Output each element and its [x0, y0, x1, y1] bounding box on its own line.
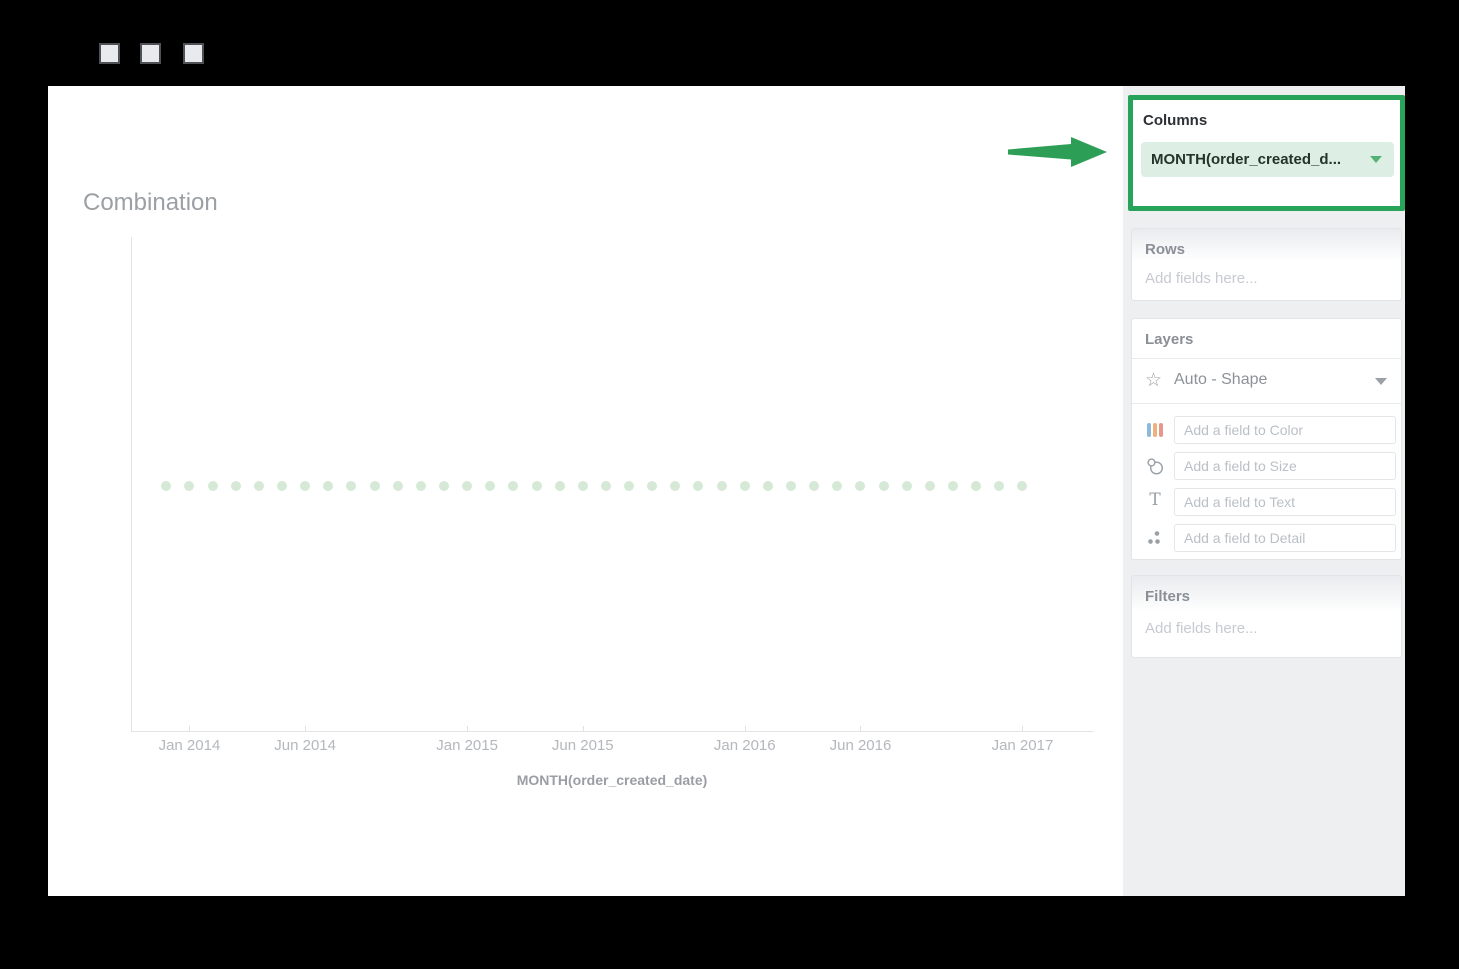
x-axis-tick-label: Jan 2016 [713, 737, 776, 754]
shape-mark[interactable] [624, 481, 635, 491]
columns-shelf-label: Columns [1143, 112, 1208, 129]
shape-mark[interactable] [300, 481, 311, 491]
shape-mark[interactable] [438, 481, 449, 491]
shape-mark[interactable] [508, 481, 519, 491]
shape-mark[interactable] [323, 481, 334, 491]
layer-selector[interactable]: ☆ Auto - Shape [1132, 359, 1401, 404]
shape-mark[interactable] [647, 481, 658, 491]
filters-shelf[interactable]: Filters Add fields here... [1131, 575, 1402, 658]
text-encoding-row: T [1132, 488, 1401, 516]
shape-mark[interactable] [739, 481, 750, 491]
layers-panel-label: Layers [1145, 331, 1194, 348]
window-button-1[interactable] [99, 43, 120, 64]
shape-mark[interactable] [184, 481, 195, 491]
shape-mark[interactable] [531, 481, 542, 491]
shape-mark[interactable] [554, 481, 565, 491]
detail-encoding-row [1132, 524, 1401, 552]
shape-mark[interactable] [230, 481, 241, 491]
sidebar: Columns MONTH(order_created_d... Rows Ad… [1123, 86, 1405, 896]
shape-mark[interactable] [253, 481, 264, 491]
rows-placeholder: Add fields here... [1145, 270, 1258, 287]
text-icon: T [1149, 490, 1161, 510]
shape-mark[interactable] [207, 481, 218, 491]
color-field-input[interactable] [1174, 416, 1396, 444]
shape-mark[interactable] [462, 481, 473, 491]
shape-mark[interactable] [901, 481, 912, 491]
shape-mark[interactable] [276, 481, 287, 491]
text-field-input[interactable] [1174, 488, 1396, 516]
x-axis-tick [467, 726, 469, 731]
shape-mark[interactable] [878, 481, 889, 491]
x-axis-tick [744, 726, 746, 731]
month-field-pill-label: MONTH(order_created_d... [1151, 151, 1342, 168]
shape-mark[interactable] [786, 481, 797, 491]
x-axis-tick [582, 726, 584, 731]
x-axis-tick-label: Jan 2014 [158, 737, 221, 754]
y-axis-line [131, 237, 132, 732]
shape-mark[interactable] [924, 481, 935, 491]
x-axis-tick [305, 726, 307, 731]
x-axis-tick [189, 726, 191, 731]
layer-chevron-down-icon[interactable] [1375, 378, 1387, 385]
columns-shelf[interactable]: Columns MONTH(order_created_d... [1128, 95, 1405, 211]
layer-selector-label: Auto - Shape [1174, 371, 1268, 388]
filters-placeholder: Add fields here... [1145, 620, 1258, 637]
shape-mark[interactable] [809, 481, 820, 491]
detail-field-input[interactable] [1174, 524, 1396, 552]
shape-mark[interactable] [600, 481, 611, 491]
shape-mark[interactable] [948, 481, 959, 491]
shape-mark[interactable] [392, 481, 403, 491]
pill-chevron-down-icon[interactable] [1370, 156, 1382, 163]
x-axis-tick-label: Jun 2014 [274, 737, 336, 754]
shape-mark[interactable] [346, 481, 357, 491]
color-encoding-row [1132, 416, 1401, 444]
shape-mark[interactable] [832, 481, 843, 491]
filters-shelf-label: Filters [1145, 588, 1191, 605]
shape-mark[interactable] [1017, 481, 1028, 491]
layers-header: Layers [1132, 319, 1401, 359]
month-field-pill[interactable]: MONTH(order_created_d... [1141, 142, 1394, 177]
shape-mark[interactable] [577, 481, 588, 491]
shape-mark[interactable] [716, 481, 727, 491]
detail-dots-icon [1148, 531, 1160, 544]
shape-mark[interactable] [855, 481, 866, 491]
x-axis-tick-label: Jan 2015 [436, 737, 498, 754]
shape-mark[interactable] [369, 481, 380, 491]
x-axis-tick-label: Jun 2016 [829, 737, 892, 754]
shape-mark[interactable] [693, 481, 704, 491]
layers-panel: Layers ☆ Auto - Shape [1131, 318, 1402, 560]
shape-mark[interactable] [415, 481, 426, 491]
shape-star-icon: ☆ [1145, 370, 1163, 391]
window-button-3[interactable] [183, 43, 204, 64]
shape-mark[interactable] [670, 481, 681, 491]
size-encoding-row [1132, 452, 1401, 480]
size-field-input[interactable] [1174, 452, 1396, 480]
shape-mark[interactable] [485, 481, 496, 491]
annotation-arrow-icon [1008, 137, 1107, 167]
shape-mark[interactable] [161, 481, 172, 491]
x-axis-tick-label: Jan 2017 [991, 737, 1054, 754]
chart-title: Combination [83, 189, 218, 216]
x-axis-tick [1022, 726, 1024, 731]
x-axis-tick [860, 726, 862, 731]
color-bars-icon [1147, 423, 1163, 437]
shape-mark[interactable] [994, 481, 1005, 491]
shape-mark[interactable] [971, 481, 982, 491]
rows-shelf[interactable]: Rows Add fields here... [1131, 228, 1402, 301]
x-axis-line [131, 731, 1093, 732]
shape-mark[interactable] [762, 481, 773, 491]
x-axis-tick-label: Jun 2015 [551, 737, 614, 754]
rows-shelf-label: Rows [1145, 241, 1186, 258]
window-button-2[interactable] [140, 43, 161, 64]
size-circles-icon [1147, 458, 1164, 475]
x-axis-title: MONTH(order_created_date) [516, 772, 708, 788]
